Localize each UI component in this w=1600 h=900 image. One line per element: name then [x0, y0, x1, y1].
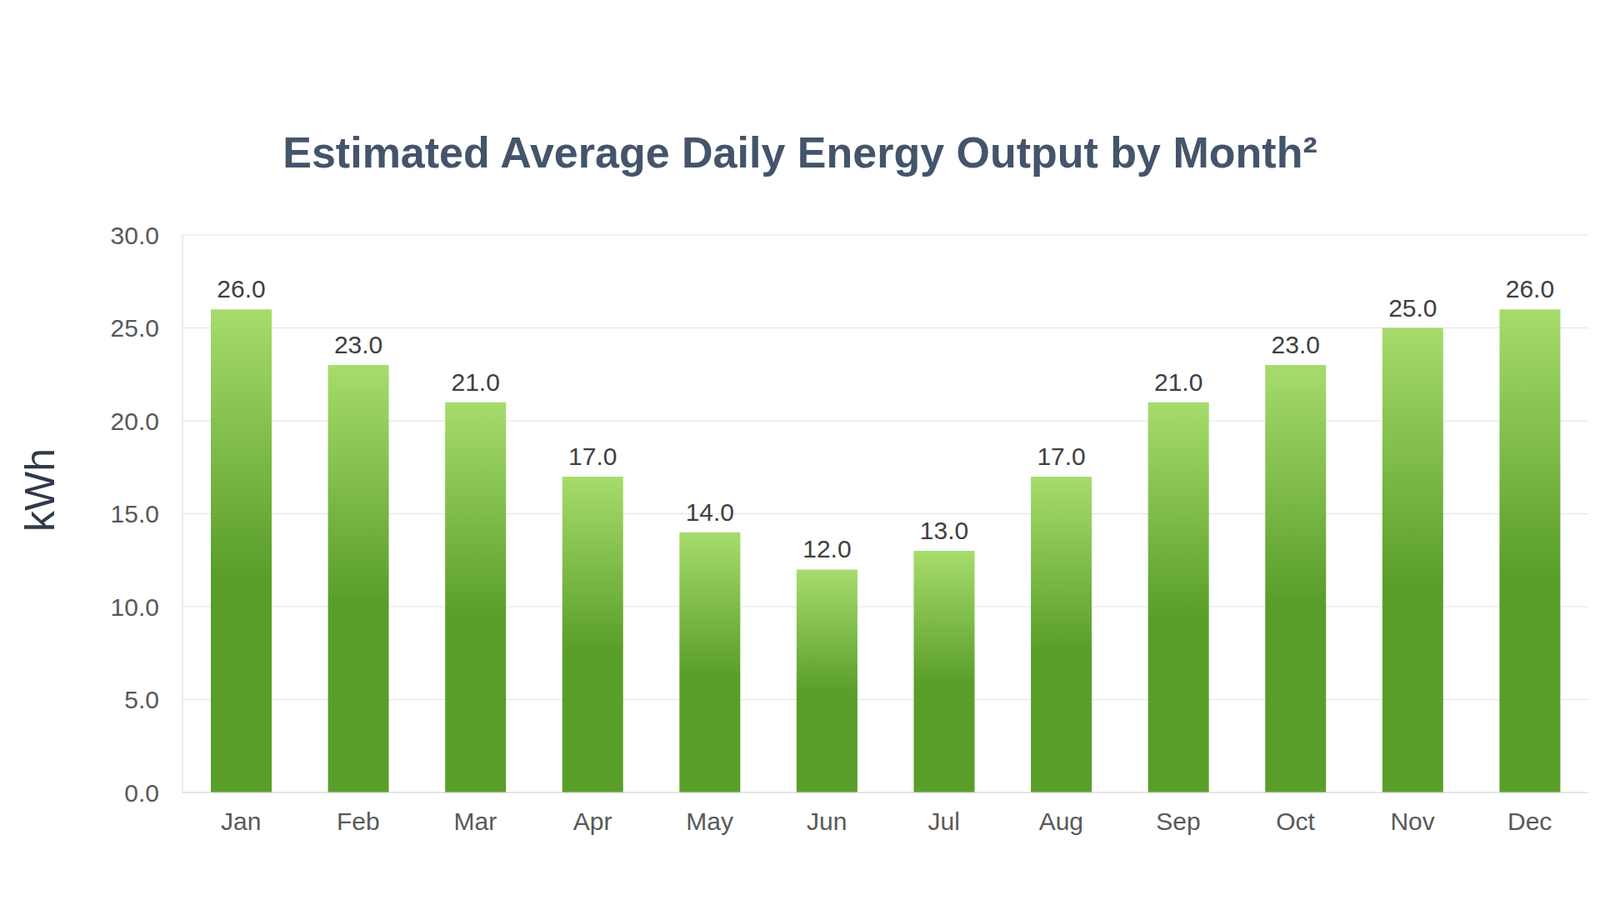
- svg-text:Nov: Nov: [1390, 807, 1435, 835]
- svg-text:Aug: Aug: [1039, 807, 1084, 835]
- svg-text:Dec: Dec: [1507, 807, 1552, 835]
- svg-text:17.0: 17.0: [1036, 442, 1085, 470]
- svg-text:26.0: 26.0: [216, 275, 265, 303]
- svg-text:25.0: 25.0: [1388, 294, 1437, 322]
- svg-text:17.0: 17.0: [568, 442, 617, 470]
- svg-text:12.0: 12.0: [802, 535, 851, 563]
- svg-text:0.0: 0.0: [124, 779, 160, 807]
- html-text:Estimated Average Daily Energy: Estimated Average Daily Energy Output by…: [282, 128, 1318, 177]
- svg-text:15.0: 15.0: [110, 500, 160, 528]
- svg-text:25.0: 25.0: [110, 314, 160, 342]
- svg-text:Apr: Apr: [573, 807, 613, 835]
- svg-text:May: May: [685, 807, 734, 835]
- svg-text:10.0: 10.0: [110, 593, 160, 621]
- svg-text:26.0: 26.0: [1505, 275, 1555, 303]
- svg-text:Sep: Sep: [1155, 807, 1200, 835]
- svg-text:Jan: Jan: [220, 807, 261, 835]
- svg-text:Mar: Mar: [454, 807, 498, 835]
- svg-text:Jun: Jun: [806, 807, 847, 835]
- svg-text:5.0: 5.0: [124, 685, 160, 714]
- svg-text:21.0: 21.0: [1154, 368, 1203, 396]
- svg-text:23.0: 23.0: [1271, 330, 1320, 359]
- svg-text:23.0: 23.0: [334, 330, 383, 359]
- svg-text:21.0: 21.0: [450, 368, 500, 396]
- svg-text:13.0: 13.0: [920, 516, 969, 545]
- svg-text:20.0: 20.0: [110, 407, 160, 435]
- svg-text:Feb: Feb: [336, 807, 380, 835]
- svg-text:14.0: 14.0: [685, 498, 735, 526]
- svg-text:Oct: Oct: [1275, 807, 1315, 835]
- svg-text:Jul: Jul: [928, 807, 960, 835]
- html-text:kWh: kWh: [16, 448, 64, 532]
- svg-text:30.0: 30.0: [110, 221, 160, 250]
